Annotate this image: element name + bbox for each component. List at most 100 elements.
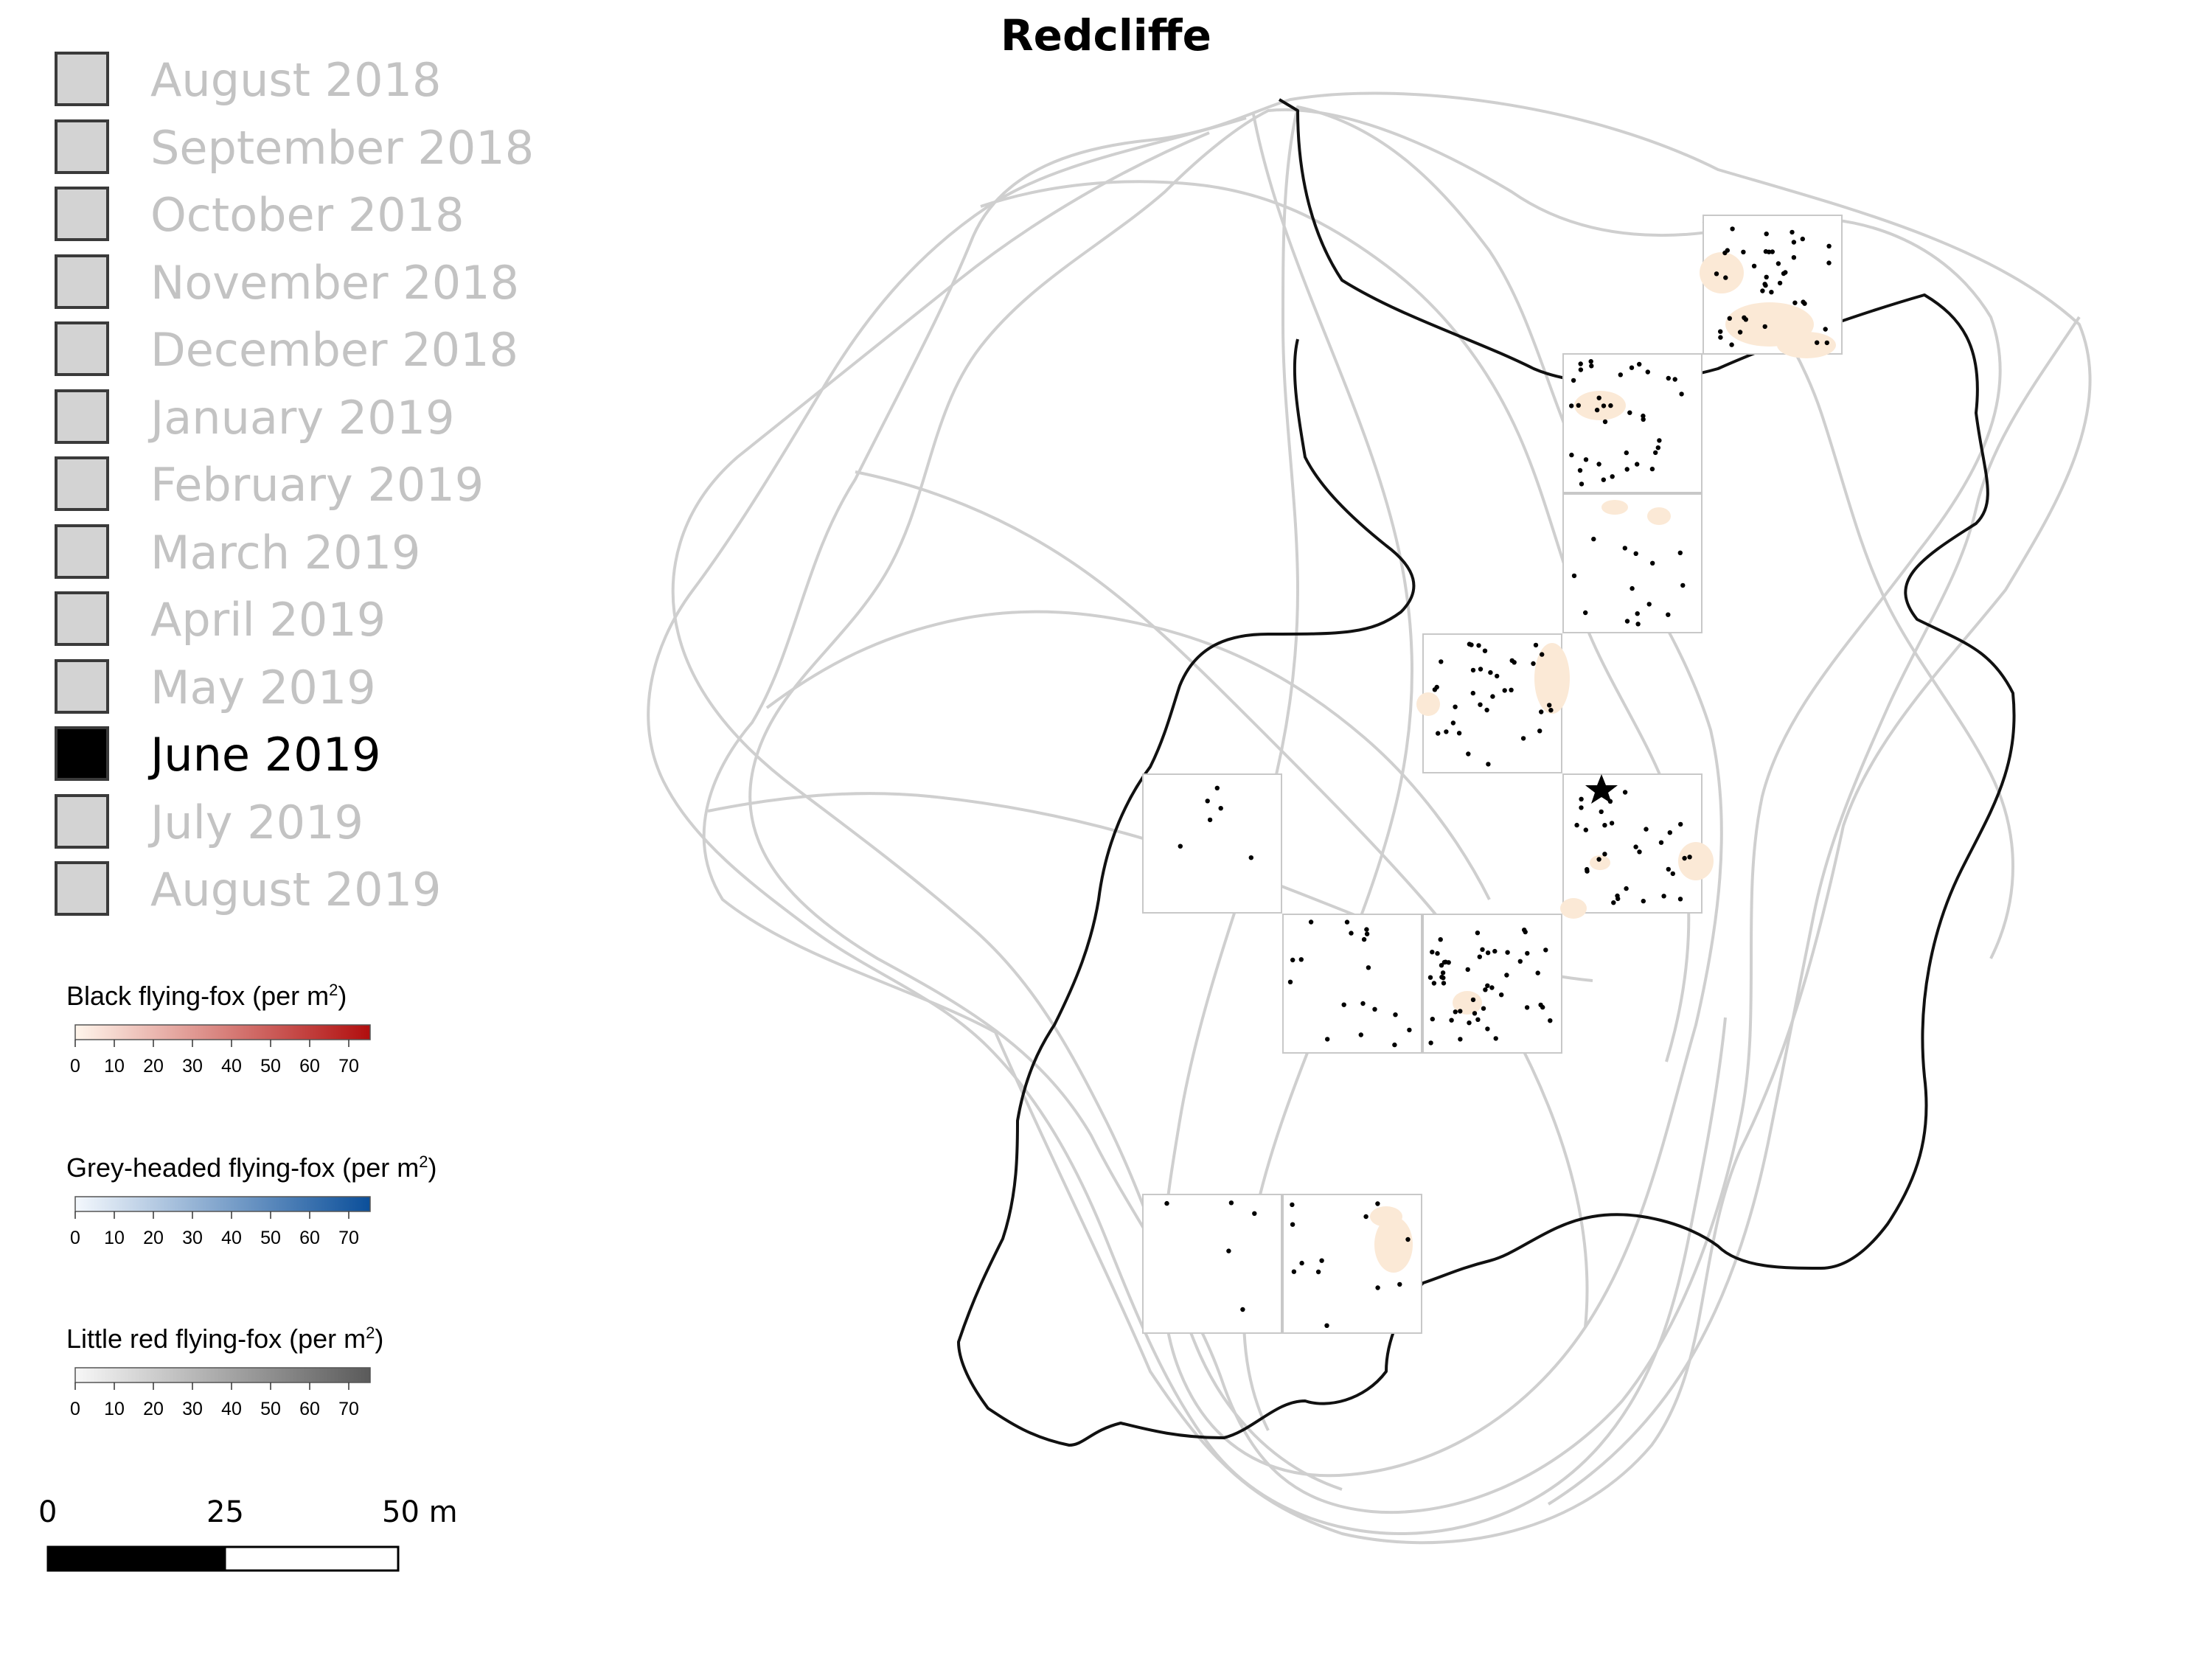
month-checkbox[interactable] bbox=[55, 524, 109, 579]
month-label: March 2019 bbox=[150, 525, 421, 580]
tree-point bbox=[1499, 992, 1504, 998]
legend-title-text: Little red flying-fox (per m bbox=[66, 1324, 366, 1354]
tree-point bbox=[1609, 821, 1615, 826]
tree-point bbox=[1470, 997, 1476, 1003]
tree-point bbox=[1571, 573, 1577, 579]
tree-point bbox=[1372, 1006, 1377, 1012]
tree-point bbox=[1791, 255, 1797, 260]
tree-point bbox=[1602, 852, 1607, 857]
tree-point bbox=[1488, 669, 1493, 675]
scale-label-50: 50 m bbox=[382, 1495, 458, 1529]
tree-point bbox=[1585, 866, 1590, 872]
tree-point bbox=[1375, 1285, 1380, 1290]
tree-point bbox=[1407, 1027, 1412, 1033]
month-checkbox[interactable] bbox=[55, 389, 109, 444]
month-option[interactable]: August 2018 bbox=[55, 52, 571, 111]
tree-point bbox=[1523, 929, 1528, 935]
legend-tick-label: 20 bbox=[143, 1399, 164, 1419]
month-label: November 2018 bbox=[150, 255, 520, 310]
legend-title: Little red flying-fox (per m2) bbox=[66, 1324, 406, 1354]
month-checkbox[interactable] bbox=[55, 591, 109, 646]
survey-plot bbox=[1142, 1194, 1282, 1334]
tree-point bbox=[1485, 983, 1490, 989]
tree-point bbox=[1672, 377, 1677, 382]
tree-point bbox=[1485, 950, 1491, 956]
density-patch bbox=[1534, 643, 1570, 714]
tree-point bbox=[1228, 1200, 1234, 1206]
tree-point bbox=[1453, 704, 1458, 709]
density-patch bbox=[1647, 507, 1671, 525]
month-option[interactable]: October 2018 bbox=[55, 187, 571, 246]
tree-point bbox=[1571, 378, 1576, 383]
month-checkbox[interactable] bbox=[55, 456, 109, 511]
survey-plot bbox=[1422, 914, 1562, 1054]
map-title: Redcliffe bbox=[1001, 10, 1211, 60]
month-option[interactable]: May 2019 bbox=[55, 658, 571, 718]
tree-point bbox=[1579, 481, 1585, 487]
tree-point bbox=[1610, 474, 1615, 479]
month-option[interactable]: February 2019 bbox=[55, 456, 571, 515]
tree-point bbox=[1502, 688, 1507, 693]
month-option[interactable]: December 2018 bbox=[55, 321, 571, 380]
month-option[interactable]: June 2019 bbox=[55, 726, 571, 785]
tree-point bbox=[1432, 687, 1438, 692]
tree-point bbox=[1446, 960, 1451, 965]
tree-point bbox=[1627, 410, 1632, 415]
tree-point bbox=[1517, 959, 1523, 964]
month-option[interactable]: March 2019 bbox=[55, 524, 571, 583]
density-patch bbox=[1416, 692, 1440, 716]
legend-tick-label: 30 bbox=[182, 1228, 203, 1248]
month-checkbox[interactable] bbox=[55, 119, 109, 174]
month-option[interactable]: July 2019 bbox=[55, 793, 571, 853]
tree-point bbox=[1741, 249, 1746, 254]
tree-point bbox=[1341, 1002, 1346, 1007]
month-checkbox[interactable] bbox=[55, 52, 109, 106]
month-checkbox[interactable] bbox=[55, 321, 109, 376]
month-option[interactable]: November 2018 bbox=[55, 254, 571, 313]
tree-point bbox=[1644, 827, 1649, 832]
tree-point bbox=[1361, 936, 1367, 942]
month-checkbox[interactable] bbox=[55, 726, 109, 781]
tree-point bbox=[1800, 236, 1805, 242]
tree-point bbox=[1466, 751, 1471, 757]
legend-unit-exponent: 2 bbox=[419, 1152, 428, 1171]
month-checkbox[interactable] bbox=[55, 793, 109, 849]
tree-point bbox=[1574, 822, 1579, 828]
tree-point bbox=[1633, 844, 1638, 849]
legend-tick-label: 40 bbox=[221, 1399, 242, 1419]
tree-point bbox=[1730, 226, 1735, 232]
tree-point bbox=[1475, 1017, 1481, 1023]
legend-tick-label: 10 bbox=[104, 1228, 125, 1248]
tree-point bbox=[1608, 403, 1613, 408]
month-option[interactable]: January 2019 bbox=[55, 389, 571, 448]
month-checkbox[interactable] bbox=[55, 187, 109, 241]
tree-point bbox=[1624, 619, 1630, 624]
tree-point bbox=[1815, 340, 1820, 345]
tree-point bbox=[1299, 1260, 1304, 1266]
tree-points bbox=[1164, 226, 1832, 1329]
track-line bbox=[748, 108, 2002, 1514]
tree-point bbox=[1548, 708, 1554, 713]
tree-point bbox=[1240, 1307, 1245, 1312]
tree-point bbox=[1524, 1005, 1530, 1010]
month-option[interactable]: April 2019 bbox=[55, 591, 571, 650]
density-patch bbox=[1700, 252, 1744, 293]
tree-point bbox=[1492, 948, 1498, 954]
tree-point bbox=[1677, 897, 1683, 902]
tree-point bbox=[1742, 315, 1747, 320]
tree-point bbox=[1666, 375, 1671, 381]
tree-point bbox=[1762, 324, 1767, 330]
tree-point bbox=[1525, 950, 1530, 956]
tree-point bbox=[1248, 855, 1254, 860]
legend-gradient bbox=[74, 1196, 371, 1212]
tree-point bbox=[1583, 610, 1588, 616]
tree-point bbox=[1666, 612, 1671, 617]
month-checkbox[interactable] bbox=[55, 658, 109, 714]
month-option[interactable]: September 2018 bbox=[55, 119, 571, 178]
tree-point bbox=[1723, 275, 1728, 280]
month-checkbox[interactable] bbox=[55, 254, 109, 309]
tree-point bbox=[1801, 299, 1806, 305]
month-option[interactable]: August 2019 bbox=[55, 861, 571, 920]
month-checkbox[interactable] bbox=[55, 861, 109, 916]
tree-point bbox=[1439, 659, 1444, 664]
